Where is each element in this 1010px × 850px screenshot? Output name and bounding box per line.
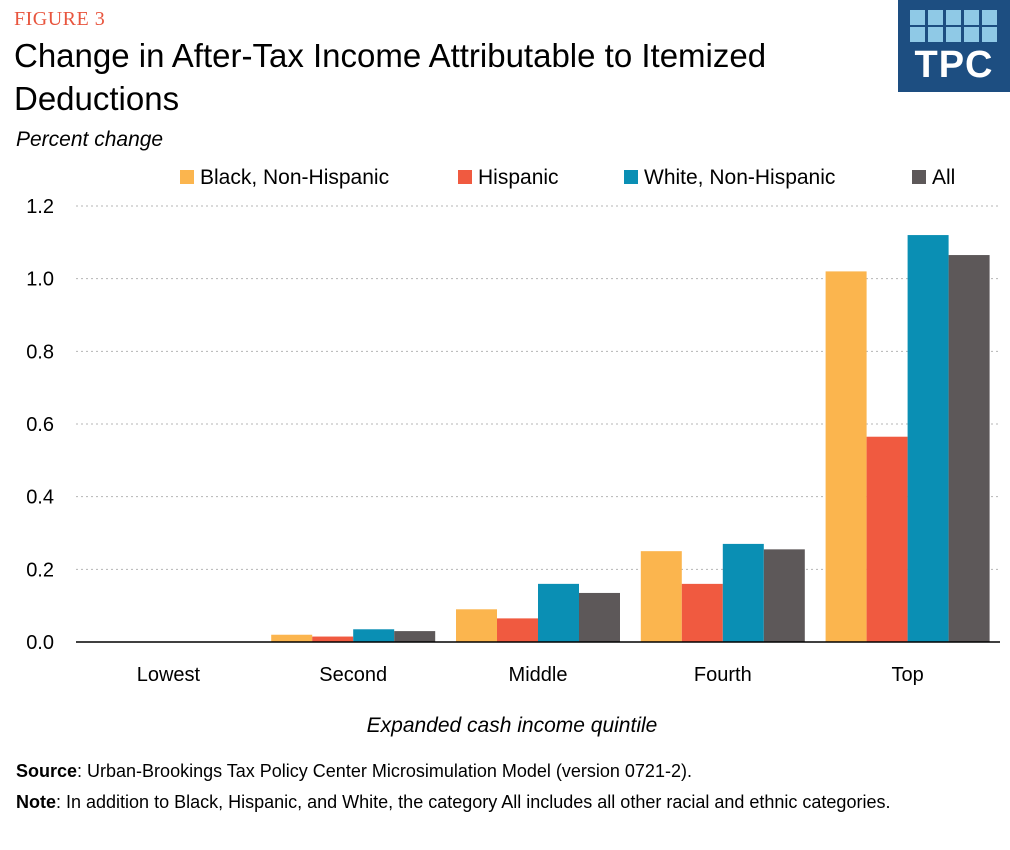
y-tick-label: 0.8: [26, 341, 54, 363]
bar: [579, 592, 620, 642]
logo-cell: [964, 27, 979, 42]
x-tick-label: Fourth: [694, 664, 752, 686]
y-tick-label: 0.2: [26, 559, 54, 581]
logo-cell: [928, 10, 943, 25]
bar: [640, 551, 682, 642]
bar: [353, 629, 395, 642]
x-tick-label: Lowest: [137, 664, 201, 686]
legend-label: Hispanic: [478, 166, 559, 189]
bar: [271, 634, 313, 642]
legend-swatch: [458, 170, 472, 184]
bar: [866, 436, 908, 642]
logo-cell: [928, 27, 943, 42]
bar: [907, 235, 949, 643]
logo-cell: [910, 27, 925, 42]
legend-label: White, Non-Hispanic: [644, 166, 835, 189]
bar: [948, 255, 990, 643]
y-axis-label: Percent change: [16, 128, 164, 151]
logo-cell: [946, 10, 961, 25]
y-tick-label: 0.0: [26, 632, 54, 654]
legend-swatch: [624, 170, 638, 184]
bar: [394, 631, 436, 642]
logo-cell: [982, 10, 997, 25]
y-tick-label: 0.4: [26, 487, 54, 509]
chart-title: Change in After-Tax Income Attributable …: [14, 37, 767, 117]
x-axis-title: Expanded cash income quintile: [367, 714, 658, 737]
logo-cell: [982, 27, 997, 42]
x-tick-label: Middle: [509, 664, 568, 686]
logo-cell: [910, 10, 925, 25]
x-tick-label: Second: [319, 664, 387, 686]
figure-label: FIGURE 3: [14, 8, 106, 30]
note-label: Note: [16, 792, 56, 812]
bar: [825, 271, 867, 642]
bar-chart: 0.0 0.2 0.4 0.6 0.8 1.0 1.2 Lowest Second Middle F…: [26, 166, 1000, 737]
bar: [456, 609, 497, 642]
legend-label: Black, Non-Hispanic: [200, 166, 389, 189]
bar: [538, 583, 579, 642]
source-note: Source: Urban-Brookings Tax Policy Cente…: [16, 761, 692, 782]
bar: [763, 549, 805, 642]
y-tick-label: 1.2: [26, 196, 54, 218]
logo-text: TPC: [914, 44, 994, 86]
logo-cell: [964, 10, 979, 25]
note-text: : In addition to Black, Hispanic, and Wh…: [56, 792, 891, 812]
bar: [312, 636, 354, 642]
bar: [497, 618, 538, 642]
source-text: : Urban-Brookings Tax Policy Center Micr…: [77, 761, 692, 781]
y-tick-label: 0.6: [26, 414, 54, 436]
legend-swatch: [912, 170, 926, 184]
bar: [681, 583, 723, 642]
bar: [722, 543, 764, 642]
legend-label: All: [932, 166, 955, 189]
tpc-logo: TPC: [898, 0, 1010, 92]
source-label: Source: [16, 761, 78, 781]
logo-cell: [946, 27, 961, 42]
x-tick-label: Top: [891, 664, 923, 686]
note: Note: In addition to Black, Hispanic, an…: [16, 789, 976, 816]
y-tick-label: 1.0: [26, 269, 54, 291]
legend-swatch: [180, 170, 194, 184]
